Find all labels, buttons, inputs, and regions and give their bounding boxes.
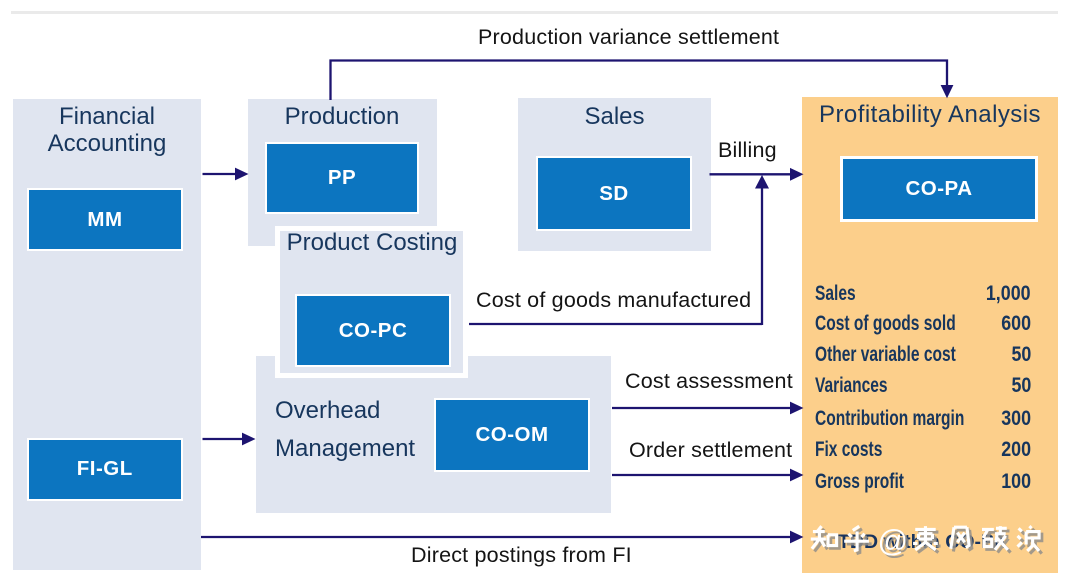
svg-text:@: @	[878, 525, 909, 558]
svg-text:@: @	[880, 528, 911, 561]
